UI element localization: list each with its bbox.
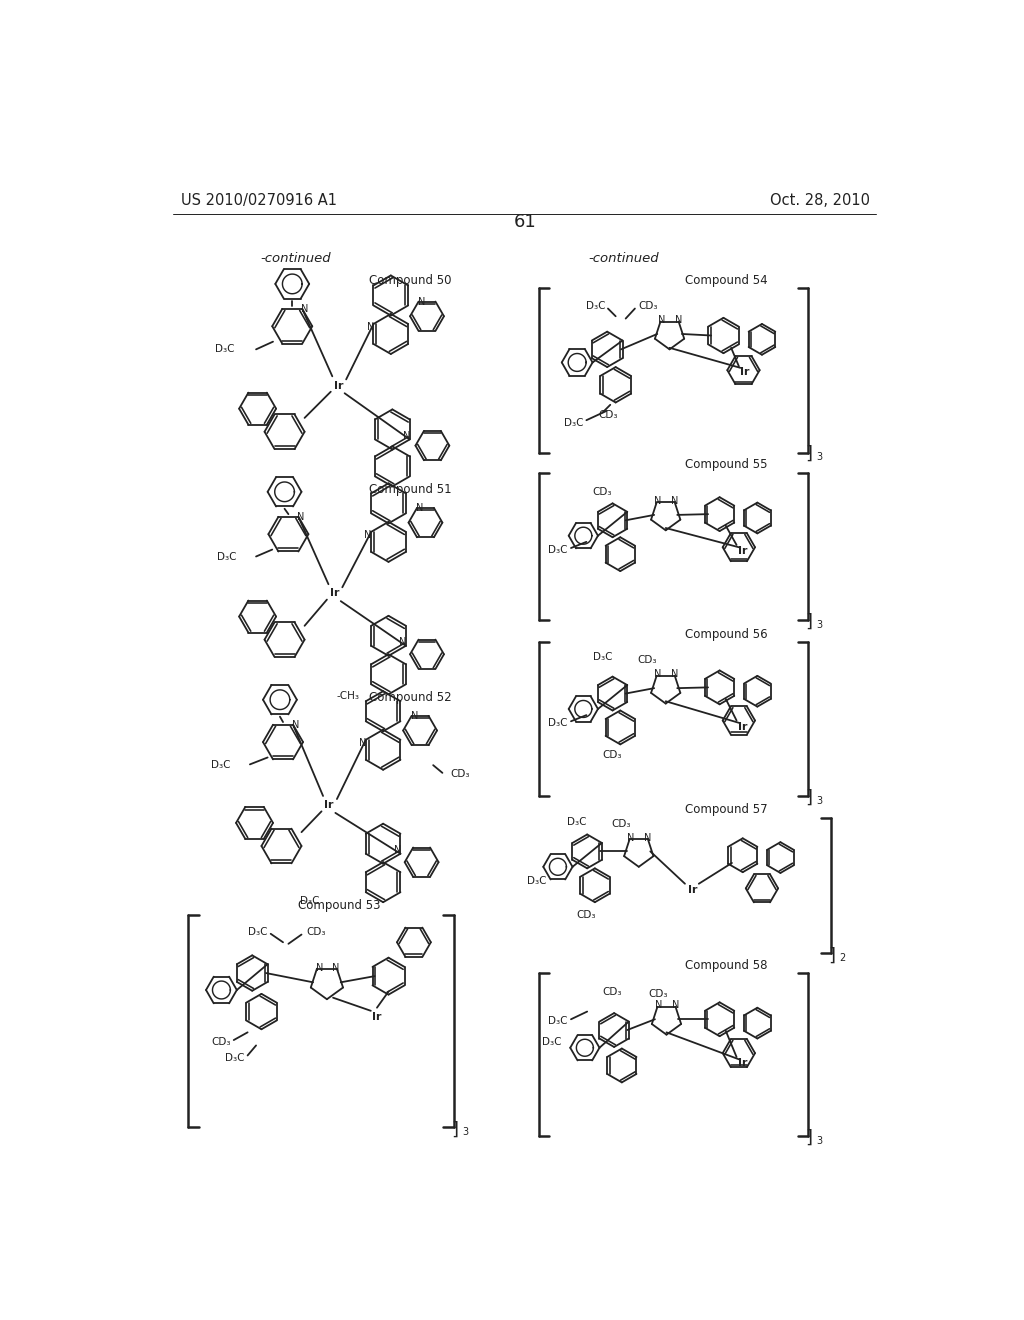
Text: Ir: Ir — [738, 722, 748, 731]
Text: N: N — [655, 1001, 663, 1010]
Text: D₃C: D₃C — [211, 760, 230, 770]
Text: CD₃: CD₃ — [211, 1038, 230, 1047]
Text: -continued: -continued — [588, 252, 658, 265]
Text: Ir: Ir — [330, 589, 339, 598]
Text: D₃C: D₃C — [527, 875, 547, 886]
Text: Ir: Ir — [740, 367, 750, 378]
Text: CD₃: CD₃ — [599, 409, 618, 420]
Text: D₃C: D₃C — [549, 718, 568, 727]
Text: 2: 2 — [839, 953, 845, 964]
Text: Compound 52: Compound 52 — [370, 690, 452, 704]
Text: N: N — [333, 964, 340, 973]
Text: N: N — [672, 1001, 679, 1010]
Text: N: N — [399, 638, 407, 647]
Text: N: N — [644, 833, 651, 842]
Text: Compound 50: Compound 50 — [370, 273, 452, 286]
Text: N: N — [654, 669, 662, 680]
Text: Ir: Ir — [738, 1059, 748, 1068]
Text: -continued: -continued — [261, 252, 332, 265]
Text: CD₃: CD₃ — [602, 986, 622, 997]
Text: N: N — [393, 845, 401, 855]
Text: US 2010/0270916 A1: US 2010/0270916 A1 — [180, 193, 337, 209]
Text: N: N — [402, 430, 411, 441]
Text: ]: ] — [806, 788, 812, 807]
Text: D₃C: D₃C — [217, 552, 237, 562]
Text: N: N — [628, 833, 635, 842]
Text: ]: ] — [828, 946, 836, 965]
Text: Ir: Ir — [688, 884, 697, 895]
Text: Ir: Ir — [738, 546, 748, 556]
Text: 3: 3 — [816, 1137, 822, 1146]
Text: 3: 3 — [463, 1127, 469, 1138]
Text: N: N — [654, 496, 662, 506]
Text: CD₃: CD₃ — [451, 770, 470, 779]
Text: D₃C: D₃C — [248, 927, 267, 937]
Text: N: N — [658, 315, 666, 325]
Text: Compound 53: Compound 53 — [298, 899, 381, 912]
Text: N: N — [365, 529, 372, 540]
Text: 3: 3 — [816, 796, 822, 805]
Text: N: N — [411, 711, 419, 721]
Text: D₃C: D₃C — [225, 1053, 245, 1063]
Text: N: N — [315, 964, 323, 973]
Text: N: N — [417, 503, 424, 513]
Text: D₃C: D₃C — [549, 1016, 568, 1026]
Text: CD₃: CD₃ — [602, 750, 622, 760]
Text: CD₃: CD₃ — [637, 655, 656, 665]
Text: 3: 3 — [816, 453, 822, 462]
Text: D₃C: D₃C — [549, 545, 568, 554]
Text: N: N — [292, 719, 299, 730]
Text: N: N — [675, 315, 682, 325]
Text: N: N — [418, 297, 425, 306]
Text: CD₃: CD₃ — [306, 927, 326, 937]
Text: CD₃: CD₃ — [648, 989, 668, 999]
Text: ]: ] — [806, 612, 812, 631]
Text: CD₃: CD₃ — [639, 301, 658, 312]
Text: Oct. 28, 2010: Oct. 28, 2010 — [770, 193, 869, 209]
Text: ]: ] — [452, 1121, 458, 1138]
Text: D₃C: D₃C — [215, 345, 234, 354]
Text: Compound 51: Compound 51 — [370, 483, 452, 496]
Text: D₃C: D₃C — [564, 417, 584, 428]
Text: Compound 54: Compound 54 — [685, 273, 768, 286]
Text: CD₃: CD₃ — [611, 820, 632, 829]
Text: N: N — [672, 496, 679, 506]
Text: -CH₃: -CH₃ — [337, 690, 359, 701]
Text: ]: ] — [806, 1129, 812, 1147]
Text: Compound 58: Compound 58 — [685, 958, 767, 972]
Text: D₃C: D₃C — [300, 896, 319, 907]
Text: N: N — [297, 512, 304, 521]
Text: N: N — [672, 669, 679, 680]
Text: D₃C: D₃C — [567, 817, 587, 828]
Text: D₃C: D₃C — [586, 301, 605, 312]
Text: Compound 56: Compound 56 — [685, 628, 768, 640]
Text: Compound 57: Compound 57 — [685, 803, 768, 816]
Text: 61: 61 — [513, 213, 537, 231]
Text: D₃C: D₃C — [543, 1038, 562, 1047]
Text: CD₃: CD₃ — [593, 487, 612, 496]
Text: Ir: Ir — [372, 1012, 382, 1022]
Text: Compound 55: Compound 55 — [685, 458, 767, 471]
Text: Ir: Ir — [325, 800, 334, 810]
Text: 3: 3 — [816, 620, 822, 630]
Text: ]: ] — [806, 445, 812, 463]
Text: N: N — [359, 738, 367, 748]
Text: CD₃: CD₃ — [577, 909, 596, 920]
Text: N: N — [301, 304, 308, 314]
Text: Ir: Ir — [334, 380, 343, 391]
Text: D₃C: D₃C — [593, 652, 612, 663]
Text: N: N — [367, 322, 374, 333]
